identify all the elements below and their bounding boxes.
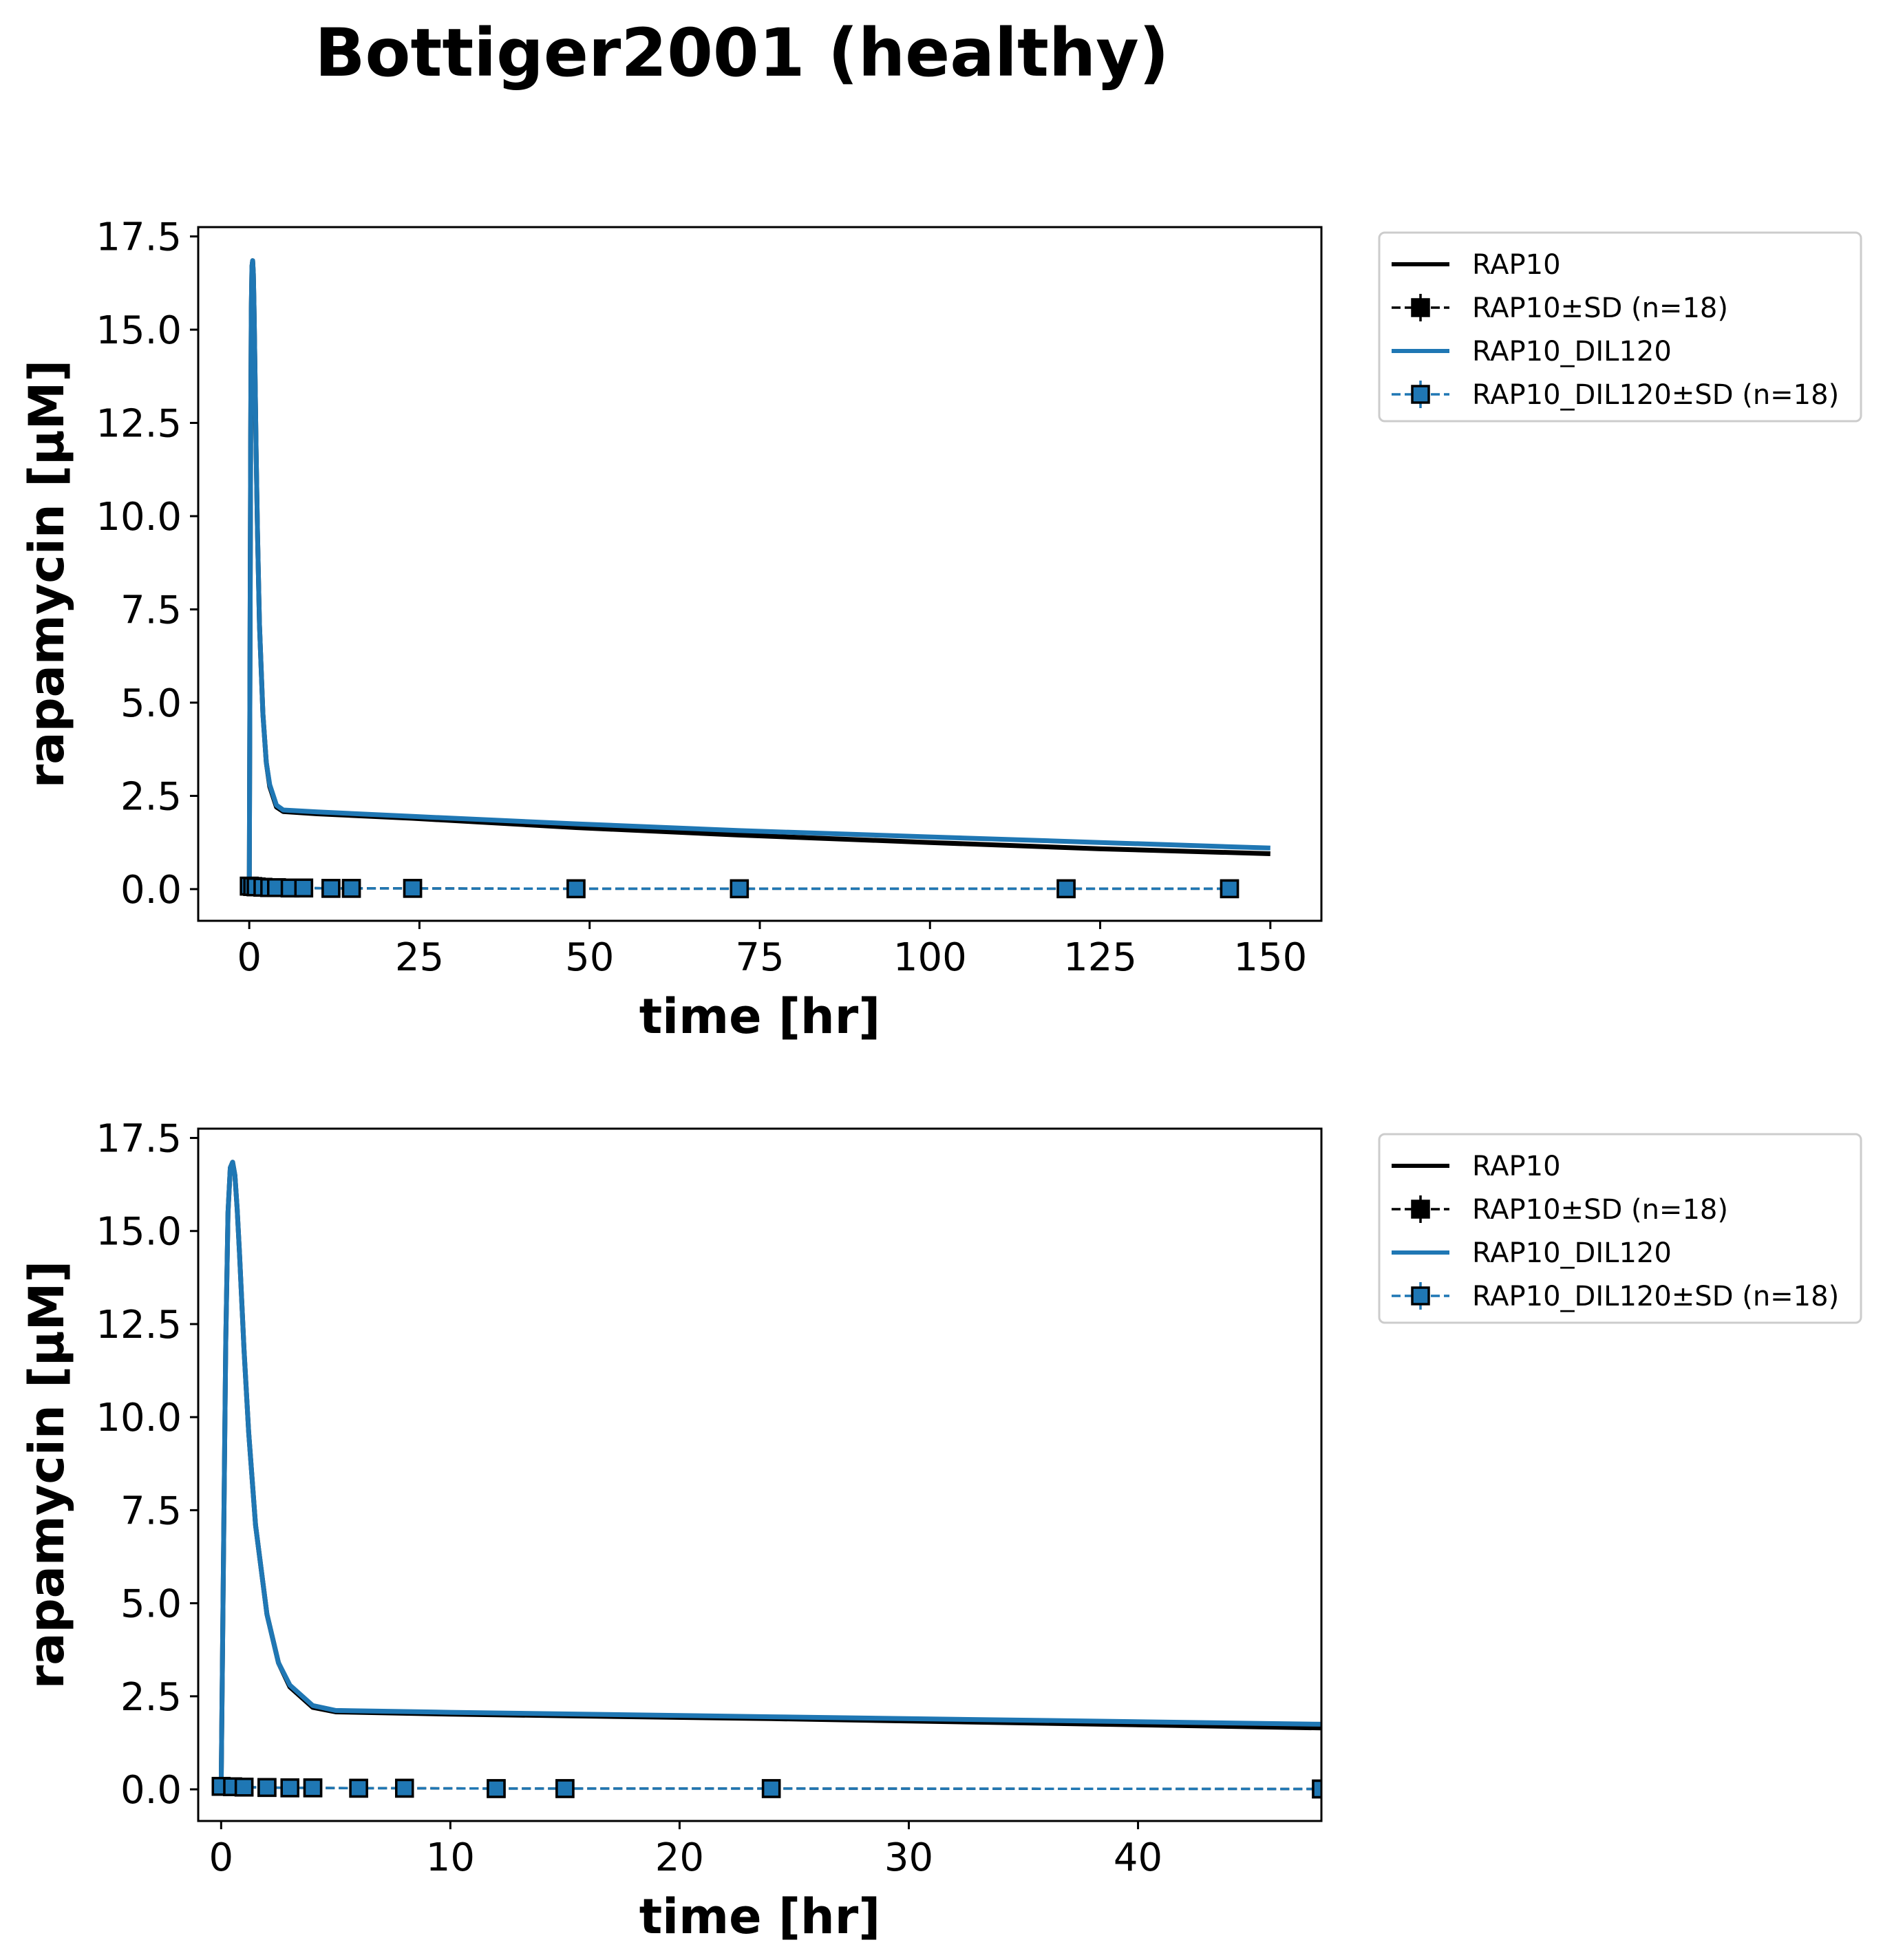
y-tick-label: 0.0	[120, 868, 182, 913]
y-tick-label: 15.0	[96, 1210, 182, 1255]
x-tick-label: 125	[1063, 935, 1137, 980]
plot-area	[240, 258, 1270, 899]
legend-item: RAP10±SD (n=18)	[1392, 1194, 1728, 1226]
plot-area	[211, 1160, 1321, 1799]
data-marker	[761, 1779, 781, 1798]
y-tick-label: 7.5	[120, 588, 182, 632]
x-tick-label: 20	[655, 1835, 704, 1880]
data-marker	[341, 879, 361, 898]
legend-item: RAP10_DIL120	[1392, 336, 1672, 368]
x-tick-label: 100	[893, 935, 967, 980]
y-tick-label: 5.0	[120, 1582, 182, 1627]
y-tick-label: 10.0	[96, 495, 182, 540]
legend-marker-swatch	[1411, 298, 1430, 317]
legend-label: RAP10±SD (n=18)	[1472, 1194, 1728, 1226]
panel-top: 0 25 50 75 100 125 150 0.0 2.5 5.0 7.5 10.0 12.5 15.0…	[19, 215, 1862, 1045]
data-marker	[349, 1778, 368, 1798]
y-tick-label: 15.0	[96, 308, 182, 353]
x-tick-label: 50	[565, 935, 614, 980]
data-marker	[730, 879, 749, 899]
data-marker	[234, 1778, 254, 1797]
legend-item: RAP10	[1392, 1151, 1561, 1182]
y-tick-label: 17.5	[96, 215, 182, 260]
legend-label: RAP10	[1472, 249, 1561, 281]
y-axis-label: rapamycin [µM]	[19, 360, 75, 789]
x-tick-label: 75	[735, 935, 784, 980]
legend-label: RAP10	[1472, 1151, 1561, 1182]
legend-marker-swatch	[1411, 1286, 1430, 1306]
legend-label: RAP10_DIL120	[1472, 1237, 1672, 1269]
legend-item: RAP10_DIL120±SD (n=18)	[1392, 1281, 1839, 1312]
y-tick-label: 2.5	[120, 1675, 182, 1720]
x-tick-label: 0	[209, 1835, 233, 1880]
y-tick-label: 10.0	[96, 1396, 182, 1440]
data-marker	[303, 1778, 323, 1798]
y-tick-label: 5.0	[120, 681, 182, 726]
data-marker	[1312, 1779, 1321, 1799]
data-marker	[294, 878, 314, 898]
x-tick-label: 25	[395, 935, 444, 980]
data-marker	[1056, 879, 1076, 899]
legend: RAP10 RAP10±SD (n=18) RAP10_DIL120 RAP10_DI…	[1378, 1133, 1862, 1324]
x-tick-label: 40	[1114, 1835, 1162, 1880]
axes-frame	[197, 1127, 1323, 1822]
y-axis-label: rapamycin [µM]	[19, 1261, 75, 1690]
figure-title: Bottiger2001 (healthy)	[315, 14, 1169, 92]
legend-label: RAP10_DIL120	[1472, 336, 1672, 368]
legend-box	[1378, 231, 1862, 423]
y-tick-label: 0.0	[120, 1768, 182, 1813]
data-marker	[257, 1778, 277, 1798]
data-marker	[555, 1779, 575, 1798]
data-marker	[403, 879, 423, 898]
y-tick-label: 12.5	[96, 402, 182, 447]
series-line-2	[246, 258, 1270, 889]
series-line-2	[218, 1160, 1321, 1790]
legend-label: RAP10_DIL120±SD (n=18)	[1472, 379, 1839, 411]
legend-label: RAP10±SD (n=18)	[1472, 292, 1728, 324]
legend-marker-swatch	[1411, 385, 1430, 404]
legend-item: RAP10	[1392, 249, 1561, 281]
data-marker	[280, 1778, 299, 1798]
legend-item: RAP10_DIL120	[1392, 1237, 1672, 1269]
x-axis-label: time [hr]	[639, 988, 881, 1045]
legend-item: RAP10_DIL120±SD (n=18)	[1392, 379, 1839, 411]
data-marker	[321, 879, 341, 898]
x-tick-label: 10	[426, 1835, 475, 1880]
data-marker	[566, 879, 586, 899]
legend-item: RAP10±SD (n=18)	[1392, 292, 1728, 324]
legend-marker-swatch	[1411, 1200, 1430, 1219]
x-tick-label: 150	[1233, 935, 1307, 980]
y-tick-label: 7.5	[120, 1489, 182, 1533]
legend-box	[1378, 1133, 1862, 1324]
x-tick-label: 0	[237, 935, 262, 980]
legend-label: RAP10_DIL120±SD (n=18)	[1472, 1281, 1839, 1312]
y-tick-label: 17.5	[96, 1117, 182, 1162]
data-marker	[1220, 879, 1240, 899]
y-tick-label: 2.5	[120, 774, 182, 819]
panel-bottom: 0 10 20 30 40 0.0 2.5 5.0 7.5 10.0 12.5 15.0 17.5 tim…	[19, 1117, 1862, 1945]
x-axis-label: time [hr]	[639, 1888, 881, 1945]
y-tick-label: 12.5	[96, 1303, 182, 1348]
x-tick-label: 30	[884, 1835, 933, 1880]
legend: RAP10 RAP10±SD (n=18) RAP10_DIL120 RAP10_DI…	[1378, 231, 1862, 423]
data-marker	[487, 1779, 506, 1798]
data-marker	[395, 1778, 414, 1798]
